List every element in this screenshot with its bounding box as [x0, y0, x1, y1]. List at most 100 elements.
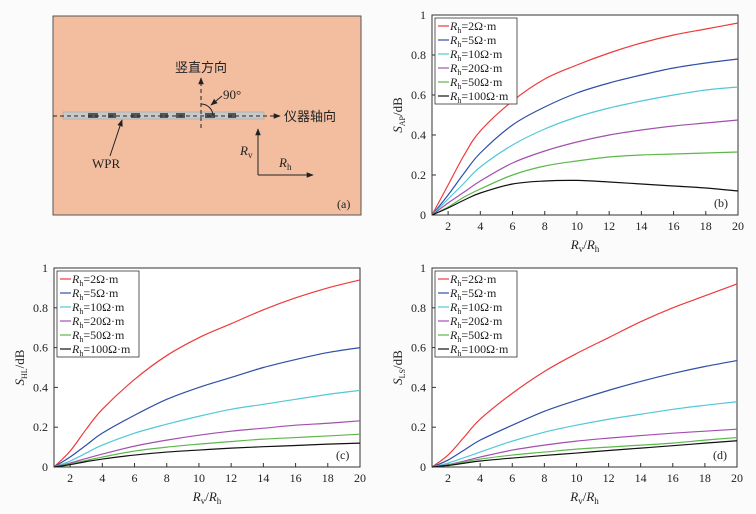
- y-tick-label: 0.4: [411, 128, 426, 142]
- x-tick-label: 2: [445, 471, 451, 485]
- legend-label: Rh=20Ω·m: [449, 61, 503, 77]
- legend-label: Rh=100Ω·m: [71, 342, 131, 358]
- legend-label: Rh=10Ω·m: [449, 47, 503, 63]
- y-tick-label: 0: [420, 460, 426, 474]
- legend-item: Rh=50Ω·m: [438, 75, 503, 91]
- instrument-axis-label: 仪器轴向: [284, 109, 336, 125]
- x-tick-label: 12: [225, 471, 237, 485]
- x-tick-label: 10: [571, 219, 583, 233]
- y-axis-label: SHL/dB: [12, 349, 29, 385]
- legend-label: Rh=50Ω·m: [449, 328, 503, 344]
- series-line-1: [431, 283, 738, 468]
- x-tick-label: 8: [541, 471, 547, 485]
- x-tick-label: 14: [635, 471, 647, 485]
- x-tick-label: 2: [445, 219, 451, 233]
- panel-a-schematic: 竖直方向 90° 仪器轴向 WPR Rv Rh (a): [52, 15, 362, 216]
- chart-panel-b: 2 4 6 8 10 12 14 16 18 20 0 0.2 0.4 0.6 0.8 1 Rv/Rh SAP/d…: [390, 8, 744, 254]
- x-tick-label: 16: [290, 471, 302, 485]
- series-line-1: [53, 279, 361, 468]
- series-line-3: [431, 86, 739, 216]
- y-tick-label: 1: [420, 8, 426, 22]
- x-tick-label: 18: [700, 219, 712, 233]
- y-axis-label: SAP/dB: [390, 97, 407, 133]
- series-line-4: [431, 119, 739, 216]
- series-line-6: [431, 179, 739, 216]
- chart-panel-c: 2 4 6 8 10 12 14 16 18 20 0 0.2 0.4 0.6 0.8 1 Rv/Rh SHL/d…: [12, 261, 366, 506]
- legend-item: Rh=2Ω·m: [60, 272, 119, 288]
- panel-tag-c: (c): [336, 448, 349, 462]
- x-tick-label: 6: [132, 471, 138, 485]
- charts: 2 4 6 8 10 12 14 16 18 2000.20.40.60.81Rv/RhSAP/d…: [12, 8, 744, 506]
- y-tick-label: 0.8: [411, 48, 426, 62]
- wpr-label: WPR: [92, 156, 121, 171]
- x-tick-label: 20: [731, 471, 743, 485]
- x-tick-label: 20: [732, 219, 744, 233]
- rv-label: Rv: [239, 143, 253, 160]
- series-line-2: [53, 347, 361, 468]
- legend: Rh=2Ω·mRh=5Ω·mRh=10Ω·mRh=20Ω·mRh=50Ω·mRh…: [56, 270, 140, 358]
- rh-label: Rh: [278, 155, 292, 172]
- y-tick-label: 0: [42, 460, 48, 474]
- y-tick-label: 1: [420, 261, 426, 275]
- y-tick-label: 0.2: [33, 420, 48, 434]
- legend-box: [434, 270, 518, 358]
- series-line-6: [431, 440, 738, 468]
- x-axis-label: Rv/Rh: [192, 489, 222, 506]
- x-tick-label: 16: [667, 471, 679, 485]
- series-line-5: [431, 436, 738, 468]
- panel-tag-d: (d): [713, 448, 727, 462]
- angle-pointer-arrow: [210, 95, 223, 106]
- angle-label: 90°: [223, 87, 241, 102]
- legend: Rh=2Ω·mRh=5Ω·mRh=10Ω·mRh=20Ω·mRh=50Ω·mRh…: [434, 270, 518, 358]
- y-tick-label: 0.6: [411, 341, 426, 355]
- series-line-1: [431, 22, 739, 216]
- legend-item: Rh=5Ω·m: [438, 286, 497, 302]
- legend-item: Rh=5Ω·m: [438, 33, 497, 49]
- legend-label: Rh=100Ω·m: [449, 89, 509, 105]
- x-tick-label: 12: [603, 471, 615, 485]
- legend-label: Rh=20Ω·m: [449, 314, 503, 330]
- legend-item: Rh=20Ω·m: [438, 314, 503, 330]
- x-axis-label: Rv/Rh: [569, 489, 599, 506]
- y-tick-label: 0.4: [33, 380, 48, 394]
- y-tick-label: 0.8: [411, 301, 426, 315]
- legend-label: Rh=10Ω·m: [71, 300, 125, 316]
- panel-tag-b: (b): [714, 196, 728, 210]
- y-tick-label: 0.4: [411, 380, 426, 394]
- chart-panel-d: 2 4 6 8 10 12 14 16 18 20 0 0.2 0.4 0.6 0.8 1 Rv/Rh SLS/d…: [390, 261, 743, 506]
- legend-item: Rh=10Ω·m: [438, 47, 503, 63]
- legend-label: Rh=5Ω·m: [71, 286, 119, 302]
- y-tick-label: 0.6: [33, 341, 48, 355]
- legend-box: [434, 17, 518, 105]
- legend-item: Rh=20Ω·m: [438, 61, 503, 77]
- legend-item: Rh=10Ω·m: [438, 300, 503, 316]
- x-tick-label: 16: [668, 219, 680, 233]
- wpr-pointer-arrow: [109, 119, 123, 157]
- x-tick-label: 18: [322, 471, 334, 485]
- legend-label: Rh=10Ω·m: [449, 300, 503, 316]
- x-tick-label: 4: [99, 471, 105, 485]
- y-tick-label: 0.2: [411, 168, 426, 182]
- series-line-2: [431, 58, 739, 216]
- legend-item: Rh=20Ω·m: [60, 314, 125, 330]
- x-tick-label: 14: [257, 471, 269, 485]
- legend-item: Rh=2Ω·m: [438, 19, 497, 35]
- legend-item: Rh=5Ω·m: [60, 286, 119, 302]
- legend-label: Rh=2Ω·m: [449, 19, 497, 35]
- x-tick-label: 18: [699, 471, 711, 485]
- legend-item: Rh=100Ω·m: [60, 342, 131, 358]
- x-tick-label: 14: [635, 219, 647, 233]
- legend-label: Rh=50Ω·m: [71, 328, 125, 344]
- series-line-5: [431, 151, 739, 216]
- series-line-6: [53, 442, 361, 468]
- series-line-3: [431, 401, 738, 468]
- wpr-tool: [62, 111, 265, 120]
- legend-box: [56, 270, 140, 358]
- y-tick-label: 1: [42, 261, 48, 275]
- y-axis-label: SLS/dB: [390, 350, 407, 385]
- legend-label: Rh=20Ω·m: [71, 314, 125, 330]
- legend-item: Rh=50Ω·m: [438, 328, 503, 344]
- x-tick-label: 12: [603, 219, 615, 233]
- legend-label: Rh=50Ω·m: [449, 75, 503, 91]
